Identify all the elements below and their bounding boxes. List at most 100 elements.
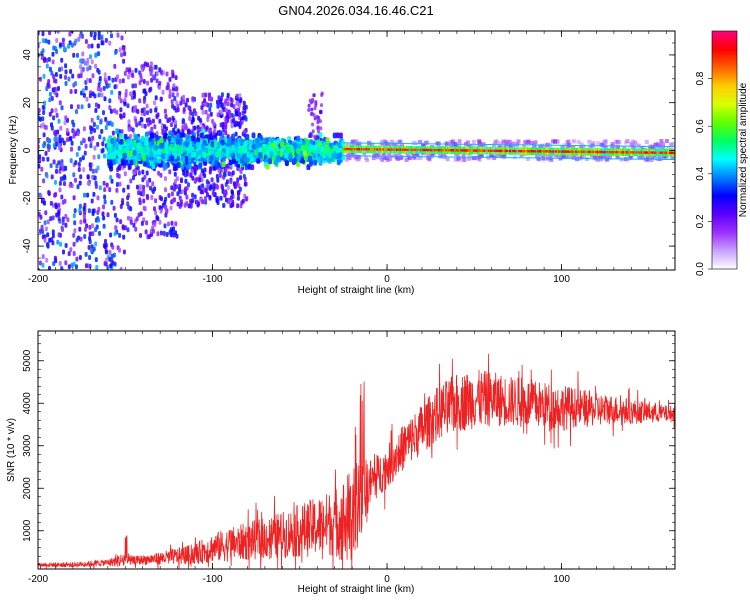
heatmap-cell xyxy=(89,166,93,172)
heatmap-cell xyxy=(430,148,432,152)
heatmap-cell xyxy=(203,167,207,173)
heatmap-cell xyxy=(320,146,325,153)
heatmap-cell xyxy=(112,159,117,165)
heatmap-cell xyxy=(118,132,123,139)
heatmap-cell xyxy=(140,108,144,114)
heatmap-cell xyxy=(463,149,466,152)
heatmap-cell xyxy=(582,153,586,158)
y-tick-label: -20 xyxy=(22,191,33,206)
heatmap-cell xyxy=(104,238,107,244)
heatmap-cell xyxy=(228,159,233,166)
heatmap-cell xyxy=(161,89,165,95)
heatmap-cell xyxy=(296,155,301,162)
heatmap-cell xyxy=(58,134,62,140)
heatmap-cell xyxy=(153,144,158,151)
heatmap-cell xyxy=(77,36,81,42)
heatmap-cell xyxy=(384,142,389,147)
heatmap-cell xyxy=(424,140,429,145)
heatmap-cell xyxy=(155,131,159,136)
heatmap-cell xyxy=(93,145,97,151)
heatmap-cell xyxy=(96,124,99,130)
heatmap-cell xyxy=(96,195,100,201)
heatmap-cell xyxy=(126,227,130,233)
heatmap-cell xyxy=(475,149,477,152)
heatmap-cell xyxy=(216,112,220,118)
heatmap-cell xyxy=(58,67,61,73)
heatmap-cell xyxy=(500,149,502,153)
heatmap-cell xyxy=(350,141,355,146)
y-tick-label: 20 xyxy=(22,97,33,109)
heatmap-cell xyxy=(149,151,154,158)
heatmap-cell xyxy=(367,142,372,147)
heatmap-cell xyxy=(221,161,226,168)
heatmap-cell xyxy=(172,186,176,192)
heatmap-cell xyxy=(336,159,341,166)
heatmap-cell xyxy=(579,142,584,147)
heatmap-cell xyxy=(71,119,75,125)
heatmap-cell xyxy=(81,88,85,94)
heatmap-cell xyxy=(424,148,426,152)
y-tick-label: 4000 xyxy=(22,392,33,415)
heatmap-cell xyxy=(158,219,162,225)
heatmap-cell xyxy=(196,141,200,148)
heatmap-cell xyxy=(220,92,224,98)
heatmap-cell xyxy=(99,87,103,93)
heatmap-cell xyxy=(426,154,431,158)
heatmap-cell xyxy=(41,116,45,122)
heatmap-cell xyxy=(61,216,65,222)
heatmap-cell xyxy=(264,137,269,144)
heatmap-cell xyxy=(172,166,176,172)
heatmap-cell xyxy=(502,154,506,159)
heatmap-cell xyxy=(673,151,675,155)
heatmap-cell xyxy=(102,215,106,221)
heatmap-cell xyxy=(54,72,58,77)
heatmap-cell xyxy=(592,155,597,160)
heatmap-cell xyxy=(313,159,318,166)
heatmap-cell xyxy=(657,143,662,148)
heatmap-cell xyxy=(356,154,361,159)
heatmap-cell xyxy=(218,130,223,137)
heatmap-cell xyxy=(87,181,91,187)
heatmap-cell xyxy=(622,146,627,151)
heatmap-cell xyxy=(520,149,522,153)
heatmap-cell xyxy=(139,233,142,238)
heatmap-cell xyxy=(198,149,203,156)
heatmap-cell xyxy=(60,137,64,143)
heatmap-cell xyxy=(127,126,131,132)
heatmap-cell xyxy=(60,57,64,63)
heatmap-cell xyxy=(553,139,557,144)
heatmap-cell xyxy=(155,71,159,76)
heatmap-cell xyxy=(226,92,230,98)
heatmap-cell xyxy=(242,153,247,160)
heatmap-cell xyxy=(172,226,175,232)
heatmap-cell xyxy=(602,150,604,154)
heatmap-cell xyxy=(144,140,149,147)
heatmap-cell xyxy=(90,59,94,65)
heatmap-cell xyxy=(69,158,73,164)
heatmap-cell xyxy=(612,151,614,154)
heatmap-cell xyxy=(538,150,540,153)
heatmap-cell xyxy=(579,145,583,150)
heatmap-cell xyxy=(164,212,168,218)
heatmap-cell xyxy=(284,160,289,167)
heatmap-cell xyxy=(571,150,574,153)
heatmap-cell xyxy=(75,152,79,157)
heatmap-cell xyxy=(126,103,130,109)
heatmap-cell xyxy=(466,156,471,161)
heatmap-cell xyxy=(196,130,200,135)
heatmap-cell xyxy=(154,107,158,113)
heatmap-cell xyxy=(119,219,123,225)
heatmap-cell xyxy=(433,148,435,152)
heatmap-cell xyxy=(47,138,51,144)
heatmap-cell xyxy=(256,157,261,164)
heatmap-cell xyxy=(193,125,197,131)
heatmap-cell xyxy=(204,188,208,194)
heatmap-cell xyxy=(146,110,149,116)
heatmap-cell xyxy=(200,189,204,195)
heatmap-cell xyxy=(61,42,65,48)
heatmap-cell xyxy=(536,155,541,159)
heatmap-cell xyxy=(661,151,664,154)
heatmap-cell xyxy=(178,203,182,209)
heatmap-cell xyxy=(97,35,101,41)
heatmap-cell xyxy=(137,212,141,218)
